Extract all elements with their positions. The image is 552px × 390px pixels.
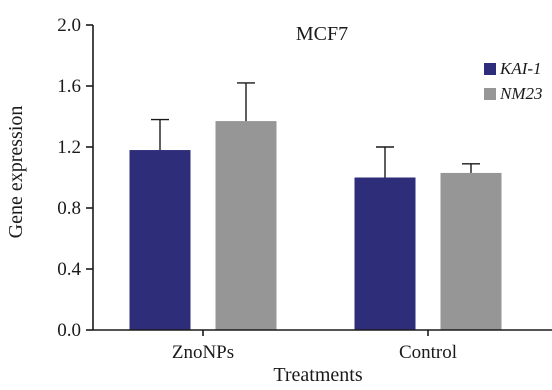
- bar-kai-1: [354, 177, 416, 330]
- y-tick-label: 0.4: [57, 259, 81, 280]
- x-tick-label: ZnoNPs: [172, 342, 234, 363]
- y-tick-label: 1.2: [57, 137, 81, 158]
- y-axis-title: Gene expression: [5, 106, 27, 239]
- bar-nm23: [215, 121, 277, 330]
- marks-layer: [129, 82, 502, 330]
- y-tick-label: 1.6: [57, 76, 81, 97]
- bar-nm23: [440, 172, 502, 330]
- legend-swatch-kai-1: [484, 63, 496, 75]
- x-tick-label: Control: [399, 342, 457, 363]
- x-axis-title: Treatments: [273, 364, 362, 385]
- y-tick-label: 2.0: [57, 15, 81, 36]
- legend-label-nm23: NM23: [499, 84, 543, 103]
- y-tick-layer: 0.0 0.4 0.8 1.2 1.6 2.0: [57, 15, 93, 341]
- legend-swatch-nm23: [484, 88, 496, 100]
- x-tick-layer: ZnoNPs Control: [172, 330, 457, 363]
- chart-title: MCF7: [296, 23, 348, 45]
- legend-label-kai-1: KAI-1: [499, 59, 542, 78]
- legend: KAI-1 NM23: [484, 59, 543, 103]
- y-tick-label: 0.0: [57, 320, 81, 341]
- y-tick-label: 0.8: [57, 198, 81, 219]
- bar-kai-1: [129, 150, 191, 330]
